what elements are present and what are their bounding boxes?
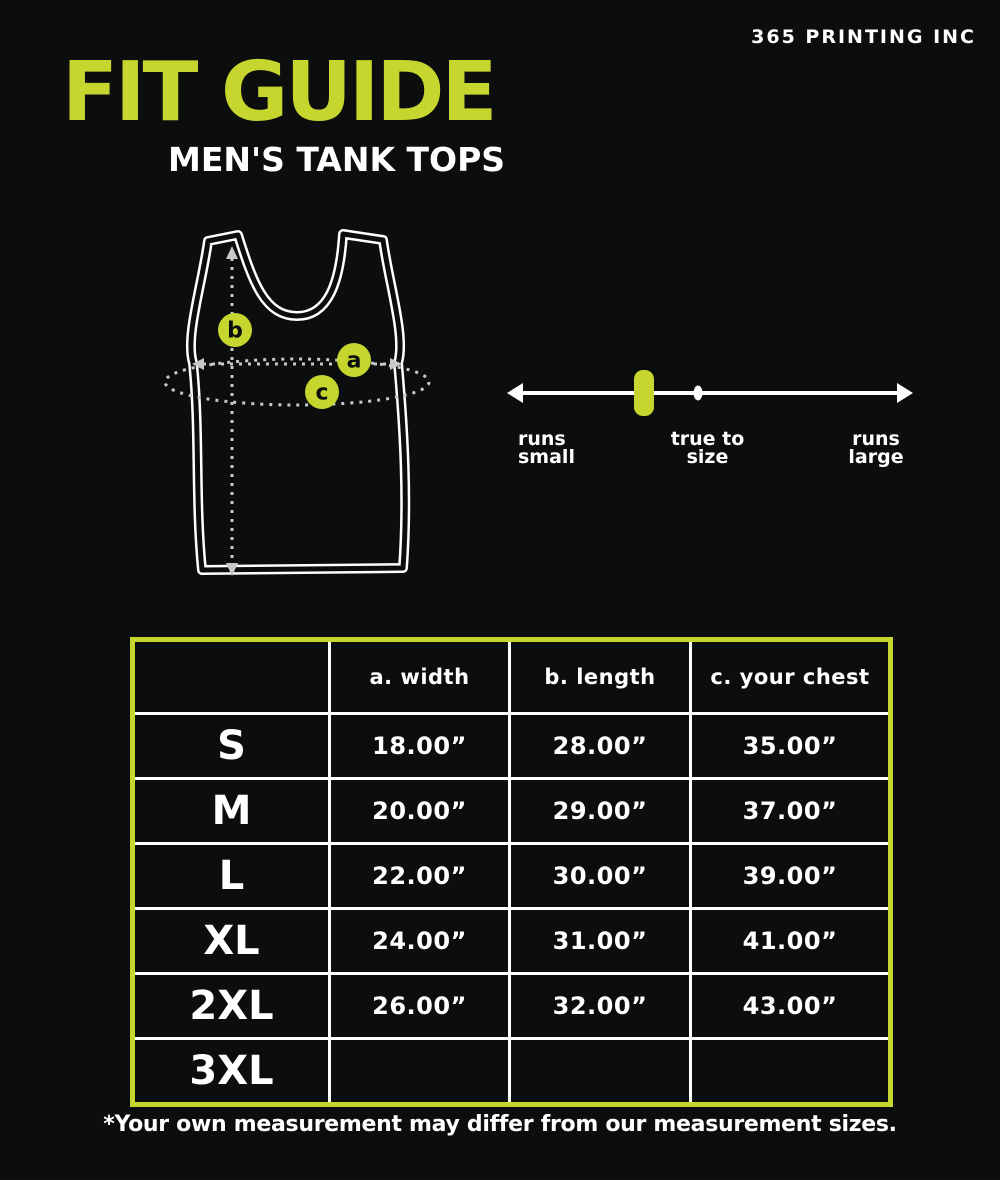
marker-c-letter: c (315, 381, 328, 406)
scale-label-runs-small: runs small (518, 428, 575, 468)
size-cell: M (131, 776, 331, 845)
arrow-right-icon (897, 383, 913, 403)
fit-scale (507, 370, 913, 416)
table-row: XL 24.00” 31.00” 41.00” (131, 906, 892, 975)
scale-label-line: small (518, 446, 575, 468)
table-row: S 18.00” 28.00” 35.00” (131, 712, 892, 780)
chest-cell (689, 1036, 892, 1107)
brand-name: 365 PRINTING INC (751, 26, 976, 48)
length-cell: 29.00” (508, 776, 692, 845)
page-title: FIT GUIDE (62, 45, 497, 140)
length-cell (508, 1036, 692, 1107)
scale-label-line: runs (518, 428, 566, 450)
arrow-right-icon (390, 358, 402, 370)
scale-label-line: true to (670, 428, 745, 450)
scale-label-line: large (848, 446, 904, 468)
table-row: M 20.00” 29.00” 37.00” (131, 776, 892, 845)
chest-cell: 37.00” (689, 776, 892, 845)
width-cell: 18.00” (328, 712, 511, 780)
length-cell: 28.00” (508, 712, 692, 780)
length-cell: 32.00” (508, 971, 692, 1040)
chest-cell: 35.00” (689, 712, 892, 780)
scale-marker (634, 370, 654, 416)
marker-b: b (218, 313, 252, 347)
marker-a-letter: a (347, 349, 362, 374)
arrow-down-icon (226, 563, 238, 576)
chest-cell: 41.00” (689, 906, 892, 975)
scale-label-runs-large: runs large (828, 428, 924, 468)
table-header-row: a. width b. length c. your chest (131, 638, 892, 715)
width-cell: 26.00” (328, 971, 511, 1040)
length-cell: 30.00” (508, 841, 692, 910)
size-cell: L (131, 841, 331, 910)
scale-arrow (507, 383, 913, 403)
chest-cell: 39.00” (689, 841, 892, 910)
length-measure-line (226, 246, 238, 576)
scale-label-line: runs (852, 428, 900, 450)
width-cell: 22.00” (328, 841, 511, 910)
width-cell (328, 1036, 511, 1107)
marker-a: a (337, 343, 371, 377)
marker-c: c (305, 375, 339, 409)
width-cell: 24.00” (328, 906, 511, 975)
size-cell: 3XL (131, 1036, 331, 1107)
table-row: L 22.00” 30.00” 39.00” (131, 841, 892, 910)
col-header-chest: c. your chest (689, 638, 892, 715)
arrow-left-icon (507, 383, 523, 403)
scale-label-line: size (686, 446, 729, 468)
page-subtitle: MEN'S TANK TOPS (168, 140, 506, 179)
size-cell: S (131, 712, 331, 780)
chest-cell: 43.00” (689, 971, 892, 1040)
size-cell: 2XL (131, 971, 331, 1040)
length-cell: 31.00” (508, 906, 692, 975)
marker-b-letter: b (227, 319, 243, 344)
table-row: 3XL (131, 1036, 892, 1107)
scale-center-dot (693, 385, 703, 401)
arrow-left-icon (192, 358, 204, 370)
col-header-length: b. length (508, 638, 692, 715)
arrow-up-icon (226, 246, 238, 259)
width-measure-line (192, 358, 402, 370)
size-table: a. width b. length c. your chest S 18.00… (130, 637, 893, 1107)
col-header-size (131, 638, 331, 715)
col-header-width: a. width (328, 638, 511, 715)
table-row: 2XL 26.00” 32.00” 43.00” (131, 971, 892, 1040)
chest-measure-ellipse (163, 357, 431, 407)
width-cell: 20.00” (328, 776, 511, 845)
tank-outline (185, 229, 411, 575)
scale-label-true-to-size: true to size (645, 428, 770, 468)
footnote: *Your own measurement may differ from ou… (103, 1112, 897, 1137)
tank-top-diagram: b a c (163, 229, 431, 576)
size-cell: XL (131, 906, 331, 975)
